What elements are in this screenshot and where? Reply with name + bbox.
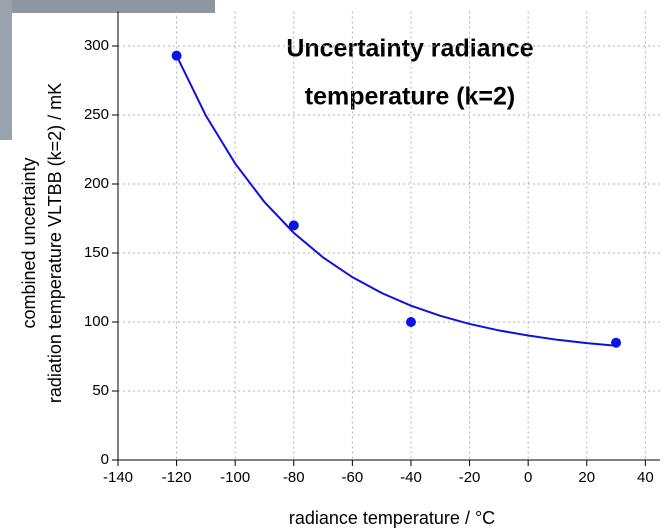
- data-point: [405, 317, 416, 327]
- fit-curve: [175, 55, 617, 347]
- y-tick-label: 200: [84, 175, 109, 192]
- x-tick-label: -60: [342, 469, 364, 486]
- x-tick-label: -20: [459, 469, 481, 486]
- x-tick-label: -140: [103, 469, 133, 486]
- chart-title: temperature (k=2): [305, 83, 516, 111]
- y-tick-label: 250: [84, 106, 109, 123]
- y-tick-label: 50: [92, 382, 109, 399]
- chart-title: Uncertainty radiance: [286, 35, 533, 63]
- x-tick-label: -100: [220, 469, 250, 486]
- y-tick-label: 100: [84, 313, 109, 330]
- y-tick-label: 0: [101, 451, 109, 468]
- photo-fragment: [0, 0, 215, 13]
- y-tick-label: 300: [84, 37, 109, 54]
- y-tick-label: 150: [84, 244, 109, 261]
- photo-fragment: [0, 0, 12, 140]
- x-tick-label: -120: [162, 469, 192, 486]
- x-tick-label: 0: [524, 469, 532, 486]
- x-tick-label: 20: [578, 469, 595, 486]
- x-axis-label: radiance temperature / °C: [289, 508, 495, 528]
- x-tick-label: 40: [637, 469, 654, 486]
- x-tick-label: -80: [283, 469, 305, 486]
- x-tick-label: -40: [400, 469, 422, 486]
- y-axis-label: combined uncertainty: [19, 157, 39, 328]
- y-axis-label: radiation temperature VLTBB (k=2) / mK: [45, 83, 65, 403]
- data-point: [288, 220, 299, 231]
